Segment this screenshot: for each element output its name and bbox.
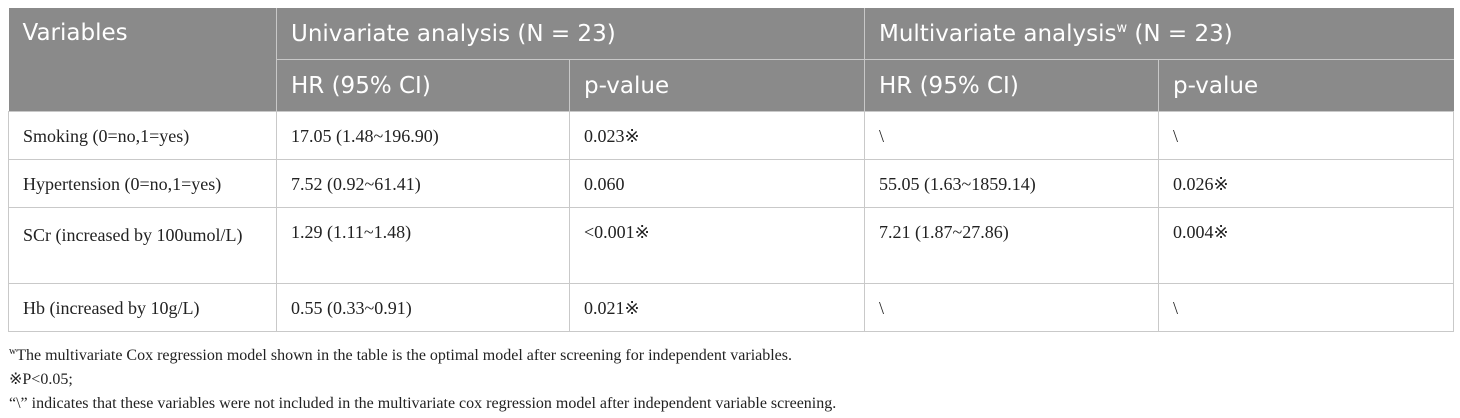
table-footnotes: wThe multivariate Cox regression model s… — [9, 340, 836, 416]
cell-p-univariate: 0.021※ — [569, 283, 865, 332]
footnote-1-sup: w — [9, 346, 17, 357]
cell-hr-univariate: 1.29 (1.11~1.48) — [276, 207, 570, 284]
cell-hr-univariate: 7.52 (0.92~61.41) — [276, 159, 570, 208]
results-table: Variables Univariate analysis (N = 23) M… — [8, 8, 1455, 332]
footnote-3: “\” indicates that these variables were … — [9, 395, 837, 412]
cell-variable: Hypertension (0=no,1=yes) — [8, 159, 277, 208]
table-body: Smoking (0=no,1=yes) 17.05 (1.48~196.90)… — [8, 111, 1455, 332]
cell-p-multivariate: 0.026※ — [1157, 159, 1455, 208]
cell-p-multivariate: 0.004※ — [1157, 207, 1455, 284]
cell-p-univariate: <0.001※ — [569, 207, 865, 284]
cell-hr-univariate: 0.55 (0.33~0.91) — [276, 283, 570, 332]
cell-p-multivariate: \ — [1157, 283, 1455, 332]
cell-variable: Hb (increased by 10g/L) — [8, 283, 277, 332]
header-multivariate: Multivariate analysisw (N = 23) — [864, 8, 1454, 60]
cell-hr-multivariate: 55.05 (1.63~1859.14) — [864, 159, 1159, 208]
table-row: Smoking (0=no,1=yes) 17.05 (1.48~196.90)… — [8, 111, 1455, 160]
cell-variable: Smoking (0=no,1=yes) — [8, 111, 277, 160]
header-hr-multivariate: HR (95% CI) — [864, 59, 1159, 112]
header-univariate: Univariate analysis (N = 23) — [276, 8, 865, 60]
cell-hr-multivariate: \ — [864, 111, 1159, 160]
table-row: Hb (increased by 10g/L) 0.55 (0.33~0.91)… — [8, 283, 1455, 332]
cell-p-multivariate: \ — [1157, 111, 1455, 160]
footnote-1-text: The multivariate Cox regression model sh… — [16, 347, 793, 364]
table-row: SCr (increased by 100umol/L) 1.29 (1.11~… — [8, 207, 1455, 284]
header-variables: Variables — [8, 8, 277, 112]
cell-hr-multivariate: 7.21 (1.87~27.86) — [864, 207, 1159, 284]
header-multivariate-n: (N = 23) — [1127, 20, 1233, 47]
cell-p-univariate: 0.023※ — [569, 111, 865, 160]
header-multivariate-text: Multivariate analysis — [879, 20, 1117, 47]
cell-hr-multivariate: \ — [864, 283, 1159, 332]
header-p-univariate: p-value — [569, 59, 865, 112]
cell-p-univariate: 0.060 — [569, 159, 865, 208]
header-hr-univariate: HR (95% CI) — [276, 59, 570, 112]
cell-hr-univariate: 17.05 (1.48~196.90) — [276, 111, 570, 160]
header-multivariate-sup: w — [1116, 20, 1128, 36]
footnote-2: ※P<0.05; — [9, 371, 73, 388]
table-row: Hypertension (0=no,1=yes) 7.52 (0.92~61.… — [8, 159, 1455, 208]
cell-variable: SCr (increased by 100umol/L) — [8, 207, 277, 284]
header-p-multivariate: p-value — [1158, 59, 1454, 112]
table-header: Variables Univariate analysis (N = 23) M… — [8, 8, 1454, 112]
footnote-1: wThe multivariate Cox regression model s… — [9, 340, 836, 368]
